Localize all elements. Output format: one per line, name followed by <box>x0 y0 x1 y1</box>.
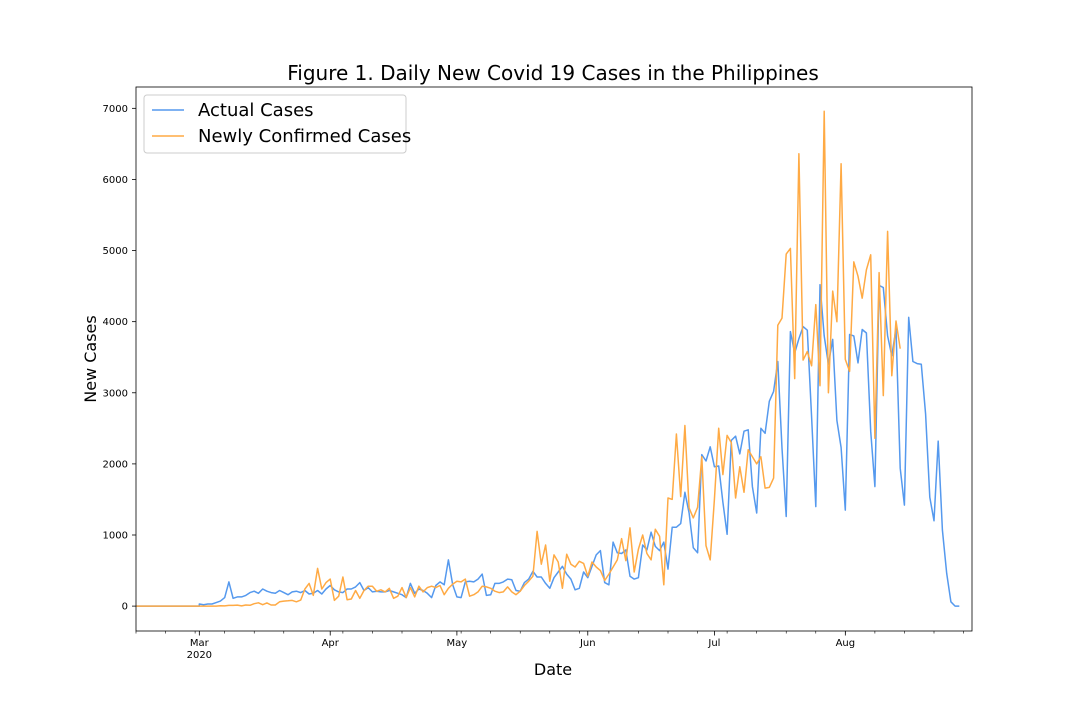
x-tick-label: May <box>447 638 468 649</box>
legend-label-2: Newly Confirmed Cases <box>198 126 411 147</box>
y-tick-label: 7000 <box>103 104 128 115</box>
y-tick-label: 2000 <box>103 459 128 470</box>
legend-box <box>143 94 407 154</box>
y-tick-label: 0 <box>122 602 128 613</box>
y-tick-label: 3000 <box>103 388 128 399</box>
y-tick-label: 4000 <box>103 317 128 328</box>
legend-label-1: Actual Cases <box>198 100 314 121</box>
x-tick-label: Apr <box>322 638 340 649</box>
series-layer <box>136 110 960 607</box>
series-line-1 <box>136 283 960 607</box>
series-line-2 <box>136 110 901 607</box>
x-tick-label: Aug <box>836 638 856 649</box>
y-tick-label: 6000 <box>103 175 128 186</box>
x-tick-label: Mar <box>190 638 210 649</box>
y-tick-label: 1000 <box>103 531 128 542</box>
y-axis-label: New Cases <box>81 315 100 402</box>
chart-title: Figure 1. Daily New Covid 19 Cases in th… <box>287 61 819 85</box>
x-tick-sublabel: 2020 <box>187 650 212 661</box>
y-tick-label: 5000 <box>103 246 128 257</box>
legend: Actual Cases Newly Confirmed Cases <box>143 94 411 154</box>
x-tick-label: Jul <box>707 638 720 649</box>
x-tick-label: Jun <box>579 638 596 649</box>
plot-frame <box>135 86 973 632</box>
x-axis-label: Date <box>534 660 572 679</box>
